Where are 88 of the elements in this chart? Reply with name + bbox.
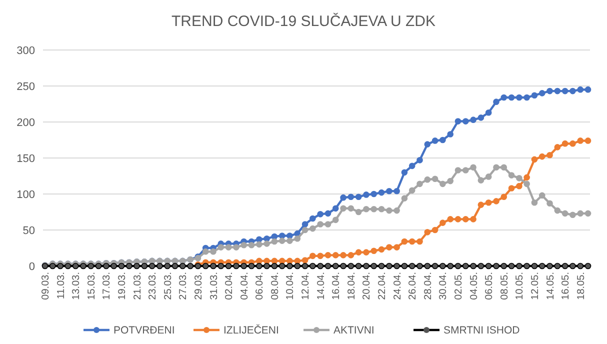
x-tick-label: 09.03. (40, 272, 52, 300)
legend-label: POTVRĐENI (114, 324, 175, 337)
x-tick-label: 18.04. (346, 272, 358, 300)
x-tick-label: 16.05. (560, 272, 572, 300)
point (408, 238, 416, 245)
point (424, 229, 431, 236)
point (324, 252, 332, 258)
point (577, 138, 584, 144)
point (302, 257, 308, 264)
point (584, 138, 592, 144)
x-tick-label: 15.03. (86, 272, 98, 300)
x-tick-label: 19.03. (116, 272, 128, 300)
point (554, 144, 561, 150)
point (485, 199, 492, 206)
x-tick-label: 30.04. (438, 272, 450, 300)
point (432, 226, 438, 234)
point (286, 258, 293, 264)
point (538, 153, 546, 160)
x-tick-label: 14.05. (545, 272, 556, 300)
point (355, 249, 362, 256)
x-tick-label: 02.05. (453, 272, 464, 300)
y-tick-label: 250 (16, 80, 35, 93)
point (370, 248, 378, 254)
x-tick-label: 27.03. (178, 272, 190, 300)
point (332, 252, 339, 258)
x-tick-label: 10.04. (285, 272, 296, 300)
point (531, 156, 538, 163)
x-tick-label: 31.03. (208, 272, 220, 300)
y-tick-label: 0 (28, 260, 35, 273)
x-tick-label: 10.05. (514, 272, 526, 300)
point (401, 238, 408, 245)
x-tick-label: 18.05. (576, 272, 587, 300)
point (493, 198, 500, 204)
point (516, 182, 522, 190)
point (462, 216, 469, 222)
point (264, 258, 270, 264)
x-tick-label: 06.05. (484, 272, 496, 300)
legend-label: AKTIVNI (334, 324, 374, 337)
point (386, 244, 392, 250)
x-tick-label: 26.04. (408, 272, 419, 300)
point (546, 152, 553, 158)
point (416, 238, 423, 245)
x-tick-label: 24.04. (392, 272, 404, 300)
point (394, 244, 400, 250)
x-tick-label: 13.03. (71, 272, 82, 300)
point (478, 202, 484, 208)
x-tick-label: 29.03. (193, 272, 204, 300)
point (348, 252, 354, 258)
x-tick-label: 06.04. (254, 272, 266, 300)
x-tick-label: 16.04. (331, 272, 342, 300)
point (340, 252, 346, 258)
x-tick-label: 25.03. (162, 272, 174, 300)
x-tick-label: 11.03. (56, 272, 67, 300)
point (447, 216, 454, 222)
y-tick-label: 50 (22, 224, 35, 237)
y-tick-label: 150 (16, 152, 35, 165)
point (570, 140, 576, 147)
point (508, 185, 515, 192)
point (440, 220, 446, 226)
point (524, 174, 530, 181)
x-tick-label: 22.04. (377, 272, 388, 300)
point (310, 252, 316, 260)
x-tick-label: 12.04. (300, 272, 312, 300)
legend-label: IZLIJEČENI (224, 324, 279, 337)
point (454, 216, 462, 222)
x-tick-label: 04.05. (468, 272, 480, 300)
x-tick-label: 21.03. (132, 272, 144, 300)
x-tick-label: 08.05. (499, 272, 510, 300)
point (500, 194, 508, 200)
chart-title: TREND COVID-19 SLUČAJEVA U ZDK (172, 12, 436, 30)
x-tick-label: 28.04. (422, 272, 434, 300)
legend-label: SMRTNI ISHOD (444, 324, 520, 337)
point (378, 246, 385, 253)
x-tick-label: 17.03. (102, 272, 113, 300)
x-tick-label: 14.04. (316, 272, 327, 300)
point (363, 249, 370, 256)
point (470, 216, 476, 222)
x-tick-label: 02.04. (224, 272, 236, 300)
point (317, 252, 324, 260)
y-tick-label: 300 (16, 44, 35, 57)
x-tick-label: 12.05. (530, 272, 541, 300)
x-tick-label: 23.03. (148, 272, 159, 300)
point (562, 140, 568, 147)
y-tick-label: 200 (16, 116, 35, 129)
x-tick-label: 20.04. (362, 272, 373, 300)
y-tick-label: 100 (16, 188, 35, 201)
x-tick-label: 04.04. (239, 272, 250, 300)
x-tick-label: 08.04. (270, 272, 281, 300)
